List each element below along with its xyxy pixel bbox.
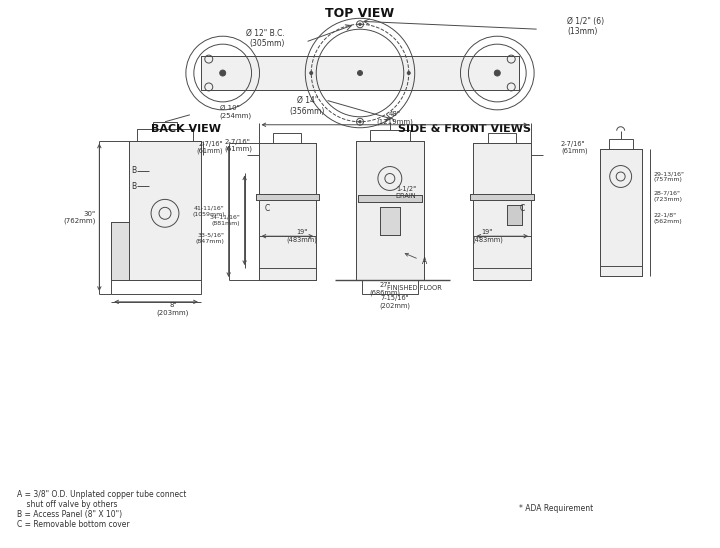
Text: 2-7/16"
(61mm): 2-7/16" (61mm) xyxy=(196,141,222,155)
Text: 30"
(762mm): 30" (762mm) xyxy=(63,210,95,224)
Text: B: B xyxy=(131,166,136,175)
Bar xyxy=(600,149,642,276)
Text: SIDE & FRONT VIEWS: SIDE & FRONT VIEWS xyxy=(398,124,531,134)
Circle shape xyxy=(359,23,361,25)
Circle shape xyxy=(220,70,225,76)
Text: 2-7/16"
(61mm): 2-7/16" (61mm) xyxy=(225,139,253,152)
Bar xyxy=(129,141,201,280)
Bar xyxy=(474,142,531,280)
Text: Ø 14"
(356mm): Ø 14" (356mm) xyxy=(289,96,325,116)
Bar xyxy=(258,142,316,280)
Bar xyxy=(153,122,177,129)
Text: C: C xyxy=(265,204,270,213)
Text: 8"
(203mm): 8" (203mm) xyxy=(157,302,189,316)
Text: FINISHED FLOOR: FINISHED FLOOR xyxy=(387,285,442,291)
Text: C: C xyxy=(520,204,525,213)
Bar xyxy=(508,206,522,225)
Bar xyxy=(474,142,531,280)
Text: 19"
(483mm): 19" (483mm) xyxy=(472,230,503,243)
Bar xyxy=(201,56,519,90)
Bar xyxy=(370,130,410,141)
Bar xyxy=(258,268,316,280)
Circle shape xyxy=(408,72,410,75)
Text: 33-5/16"
(847mm): 33-5/16" (847mm) xyxy=(196,233,225,243)
Bar xyxy=(129,141,201,280)
Bar xyxy=(256,195,319,201)
Text: shut off valve by others: shut off valve by others xyxy=(17,500,117,509)
Bar xyxy=(112,222,129,280)
Text: 1-1/2"
DRAIN: 1-1/2" DRAIN xyxy=(396,186,416,199)
Bar xyxy=(358,196,422,202)
Bar xyxy=(112,280,201,294)
Bar xyxy=(258,142,316,280)
Text: A = 3/8" O.D. Unplated copper tube connect: A = 3/8" O.D. Unplated copper tube conne… xyxy=(17,490,186,499)
Bar xyxy=(112,222,129,280)
Bar xyxy=(380,207,400,235)
Bar xyxy=(470,195,534,201)
Bar xyxy=(608,139,633,149)
Bar xyxy=(600,266,642,276)
Text: B: B xyxy=(131,182,136,191)
Bar xyxy=(600,149,642,276)
Text: Ø 10"
(254mm): Ø 10" (254mm) xyxy=(220,105,252,118)
Text: 48"
(1219mm): 48" (1219mm) xyxy=(377,111,413,124)
Text: 29-13/16"
(757mm): 29-13/16" (757mm) xyxy=(654,171,685,182)
Bar xyxy=(470,195,534,201)
Circle shape xyxy=(495,70,500,76)
Text: 34-11/16"
(881mm): 34-11/16" (881mm) xyxy=(210,215,240,226)
Text: BACK VIEW: BACK VIEW xyxy=(151,124,221,134)
Bar xyxy=(356,141,423,280)
Bar xyxy=(488,133,516,142)
Text: C = Removable bottom cover: C = Removable bottom cover xyxy=(17,520,130,529)
Circle shape xyxy=(358,71,362,76)
Bar xyxy=(137,129,193,141)
Bar xyxy=(256,195,319,201)
Text: 19"
(483mm): 19" (483mm) xyxy=(287,230,318,243)
Text: Ø 12" B.C.
(305mm): Ø 12" B.C. (305mm) xyxy=(246,28,284,48)
Text: * ADA Requirement: * ADA Requirement xyxy=(519,504,593,513)
Text: Ø 1/2" (6)
(13mm): Ø 1/2" (6) (13mm) xyxy=(567,16,604,36)
Bar xyxy=(474,268,531,280)
Bar xyxy=(356,141,423,280)
Bar xyxy=(358,196,422,202)
Text: 22-1/8"
(562mm): 22-1/8" (562mm) xyxy=(654,213,683,224)
Circle shape xyxy=(359,121,361,123)
Bar xyxy=(380,207,400,235)
Text: 2-7/16"
(61mm): 2-7/16" (61mm) xyxy=(561,141,588,155)
Circle shape xyxy=(310,72,312,75)
Text: 28-7/16"
(723mm): 28-7/16" (723mm) xyxy=(654,191,683,202)
Text: A: A xyxy=(405,253,427,266)
Bar xyxy=(508,206,522,225)
Bar xyxy=(274,133,301,142)
Text: 27"
(686mm): 27" (686mm) xyxy=(369,282,400,296)
Text: TOP VIEW: TOP VIEW xyxy=(325,7,395,20)
Bar xyxy=(201,56,519,90)
Bar xyxy=(362,280,418,294)
Text: 41-11/16"
(1059mm): 41-11/16" (1059mm) xyxy=(192,206,225,216)
Text: B = Access Panel (8" X 10"): B = Access Panel (8" X 10") xyxy=(17,510,122,520)
Text: 7-15/16"
(202mm): 7-15/16" (202mm) xyxy=(379,295,410,309)
